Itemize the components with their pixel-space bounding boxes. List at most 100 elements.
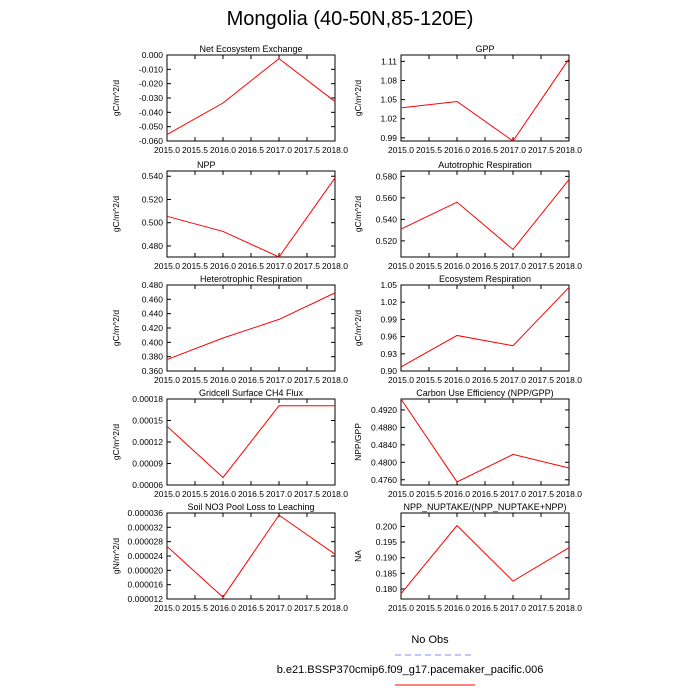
x-tick-label: 2017.0: [500, 603, 526, 613]
y-tick-label: 1.02: [380, 114, 397, 124]
plot-frame: [400, 54, 570, 142]
x-tick-label: 2016.0: [210, 261, 236, 271]
y-tick-label: -0.010: [139, 64, 163, 74]
x-tick-label: 2018.0: [556, 603, 582, 613]
series-line: [400, 286, 570, 368]
y-tick-label: 0.4840: [371, 440, 397, 450]
y-tick-label: 0.4760: [371, 475, 397, 485]
y-tick-label: 0.00018: [132, 394, 163, 404]
x-tick-label: 2017.5: [294, 489, 320, 499]
y-tick-label: 0.00015: [132, 416, 163, 426]
x-tick-label: 2015.0: [388, 375, 414, 385]
y-tick-label: 0.520: [376, 236, 398, 246]
panel-title: Heterotrophic Respiration: [200, 274, 302, 284]
series-line: [400, 524, 570, 594]
x-tick-label: 2015.0: [154, 489, 180, 499]
x-tick-label: 2016.5: [472, 375, 498, 385]
y-tick-label: 0.000024: [128, 551, 164, 561]
plot-frame: [166, 54, 336, 142]
y-axis-label: gC/m^2/d: [353, 196, 363, 232]
legend-label-run: b.e21.BSSP370cmip6.f09_g17.pacemaker_pac…: [276, 664, 544, 676]
x-tick-label: 2015.5: [416, 145, 442, 155]
y-tick-label: 0.000032: [128, 522, 164, 532]
x-tick-label: 2017.0: [266, 375, 292, 385]
y-tick-label: 0.00009: [132, 459, 163, 469]
y-tick-label: 0.93: [380, 349, 397, 359]
y-axis-label: gC/m^2/d: [111, 80, 121, 116]
x-tick-label: 2018.0: [556, 489, 582, 499]
x-tick-label: 2017.0: [266, 261, 292, 271]
y-tick-label: -0.050: [139, 122, 163, 132]
x-tick-label: 2017.0: [266, 489, 292, 499]
plot-frame: [166, 284, 336, 372]
series-line: [400, 179, 570, 251]
x-tick-label: 2015.0: [154, 145, 180, 155]
panel-9: 2015.0 2015.5 2016.0 2016.5 2017.0 2017.5 2018…: [353, 502, 582, 613]
y-tick-label: 0.460: [142, 294, 164, 304]
y-tick-label: 0.99: [380, 133, 397, 143]
y-tick-label: 0.380: [142, 352, 164, 362]
y-axis-label: gC/m^2/d: [353, 310, 363, 346]
x-tick-label: 2016.5: [472, 145, 498, 155]
x-tick-label: 2015.0: [154, 375, 180, 385]
y-tick-label: -0.040: [139, 107, 163, 117]
y-tick-label: 0.000020: [128, 565, 164, 575]
x-tick-label: 2017.5: [528, 261, 554, 271]
x-tick-label: 2017.5: [294, 603, 320, 613]
y-tick-label: 0.540: [376, 214, 398, 224]
series-line: [166, 292, 336, 360]
y-tick-label: 0.000036: [128, 508, 164, 518]
y-tick-label: 0.90: [380, 366, 397, 376]
y-tick-label: 1.02: [380, 297, 397, 307]
x-tick-label: 2018.0: [556, 375, 582, 385]
panel-title: NPP: [197, 160, 216, 170]
y-tick-label: 0.000016: [128, 580, 164, 590]
y-tick-label: 1.05: [380, 280, 397, 290]
x-tick-label: 2017.5: [528, 489, 554, 499]
y-axis-label: gN/m^2/d: [111, 538, 121, 574]
figure-title: Mongolia (40-50N,85-120E): [226, 8, 474, 30]
x-tick-label: 2015.0: [154, 603, 180, 613]
y-tick-label: 0.580: [376, 171, 398, 181]
y-tick-label: 0.540: [142, 171, 164, 181]
x-tick-label: 2017.5: [294, 145, 320, 155]
y-tick-label: 0.000028: [128, 537, 164, 547]
x-tick-label: 2017.5: [528, 603, 554, 613]
y-tick-label: 1.05: [380, 95, 397, 105]
x-tick-label: 2016.0: [444, 375, 470, 385]
y-tick-label: 0.480: [142, 241, 164, 251]
panel-2: 2015.0 2015.5 2016.0 2016.5 2017.0 2017.5 2018…: [111, 160, 348, 271]
x-tick-label: 2016.0: [210, 375, 236, 385]
series-line: [166, 177, 336, 258]
y-tick-label: 0.400: [142, 337, 164, 347]
x-tick-label: 2017.0: [500, 261, 526, 271]
y-tick-label: 0.420: [142, 323, 164, 333]
x-tick-label: 2017.0: [500, 145, 526, 155]
x-tick-label: 2015.5: [182, 145, 208, 155]
x-tick-label: 2015.0: [388, 261, 414, 271]
panel-3: 2015.0 2015.5 2016.0 2016.5 2017.0 2017.5 2018…: [353, 160, 582, 271]
x-tick-label: 2016.0: [444, 145, 470, 155]
x-tick-label: 2015.0: [388, 489, 414, 499]
x-tick-label: 2016.0: [210, 145, 236, 155]
x-tick-label: 2016.5: [472, 603, 498, 613]
y-tick-label: 0.200: [376, 521, 398, 531]
x-tick-label: 2018.0: [322, 603, 348, 613]
legend-label-no-obs: No Obs: [411, 634, 449, 646]
y-tick-label: 0.00006: [132, 480, 163, 490]
y-tick-label: 0.360: [142, 366, 164, 376]
x-tick-label: 2016.0: [444, 603, 470, 613]
y-tick-label: 0.500: [142, 218, 164, 228]
x-tick-label: 2015.5: [416, 375, 442, 385]
y-axis-label: gC/m^2/d: [353, 80, 363, 116]
y-axis-label: gC/m^2/d: [111, 196, 121, 232]
y-tick-label: 0.96: [380, 332, 397, 342]
y-tick-label: 0.195: [376, 537, 398, 547]
x-tick-label: 2016.5: [472, 261, 498, 271]
x-tick-label: 2018.0: [556, 145, 582, 155]
series-line: [400, 398, 570, 483]
y-tick-label: 0.00012: [132, 437, 163, 447]
plot-frame: [400, 398, 570, 486]
x-tick-label: 2017.5: [528, 145, 554, 155]
